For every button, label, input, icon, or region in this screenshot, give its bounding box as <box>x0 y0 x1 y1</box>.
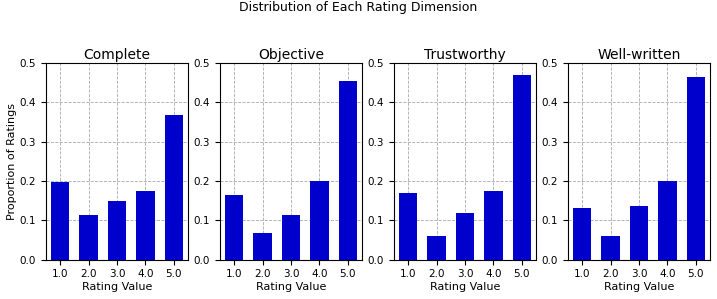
Bar <box>630 207 648 260</box>
Bar <box>687 77 705 260</box>
X-axis label: Rating Value: Rating Value <box>604 282 674 292</box>
Bar <box>108 201 126 260</box>
Bar <box>282 215 300 260</box>
Bar <box>51 182 70 260</box>
Title: Complete: Complete <box>84 48 151 62</box>
X-axis label: Rating Value: Rating Value <box>82 282 152 292</box>
Bar <box>165 115 183 260</box>
Title: Well-written: Well-written <box>597 48 680 62</box>
X-axis label: Rating Value: Rating Value <box>429 282 500 292</box>
Bar <box>225 196 243 260</box>
Bar <box>80 215 98 260</box>
X-axis label: Rating Value: Rating Value <box>256 282 326 292</box>
Bar <box>253 233 272 260</box>
Bar <box>456 213 474 260</box>
Bar <box>602 236 619 260</box>
Bar <box>658 181 677 260</box>
Bar <box>136 191 155 260</box>
Bar <box>573 208 592 260</box>
Bar <box>338 81 357 260</box>
Bar <box>399 193 417 260</box>
Text: Distribution of Each Rating Dimension: Distribution of Each Rating Dimension <box>239 1 478 14</box>
Bar <box>513 75 531 260</box>
Title: Objective: Objective <box>258 48 324 62</box>
Title: Trustworthy: Trustworthy <box>424 48 506 62</box>
Bar <box>427 236 446 260</box>
Bar <box>310 181 328 260</box>
Y-axis label: Proportion of Ratings: Proportion of Ratings <box>7 103 17 220</box>
Bar <box>484 191 503 260</box>
